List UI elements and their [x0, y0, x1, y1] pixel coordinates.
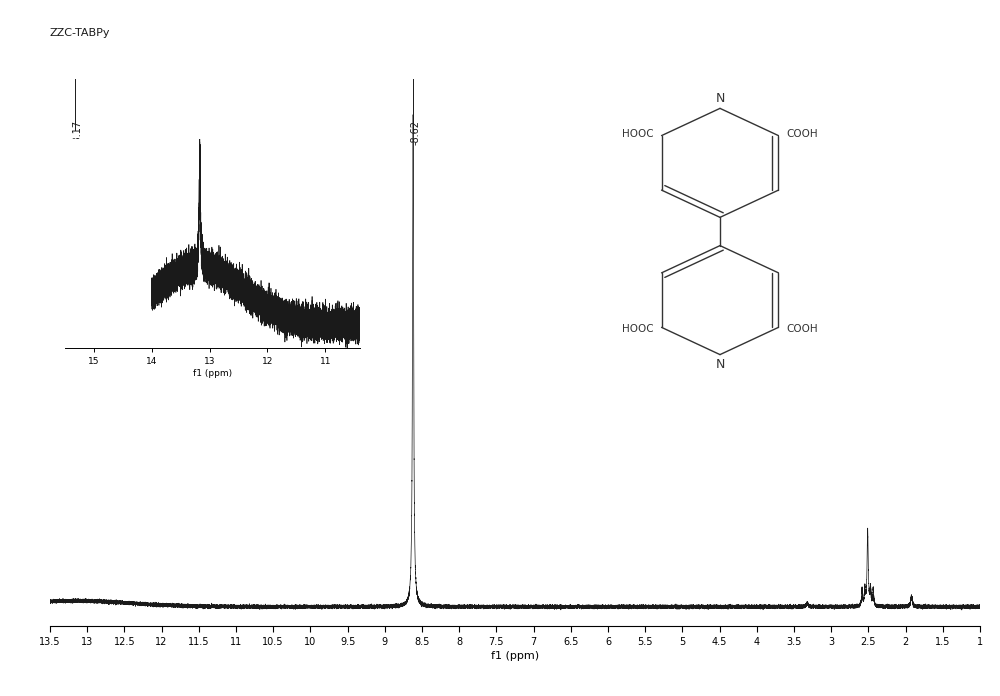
Text: COOH: COOH	[786, 129, 818, 139]
Text: N: N	[715, 358, 725, 371]
Text: N: N	[715, 92, 725, 105]
Text: -8.62: -8.62	[411, 120, 421, 145]
Text: COOH: COOH	[786, 324, 818, 334]
Text: ZZC-TABPy: ZZC-TABPy	[50, 28, 110, 38]
Text: HOOC: HOOC	[622, 129, 654, 139]
Text: HOOC: HOOC	[622, 324, 654, 334]
X-axis label: f1 (ppm): f1 (ppm)	[193, 369, 232, 378]
X-axis label: f1 (ppm): f1 (ppm)	[491, 651, 539, 661]
Text: -13.17: -13.17	[72, 120, 82, 151]
